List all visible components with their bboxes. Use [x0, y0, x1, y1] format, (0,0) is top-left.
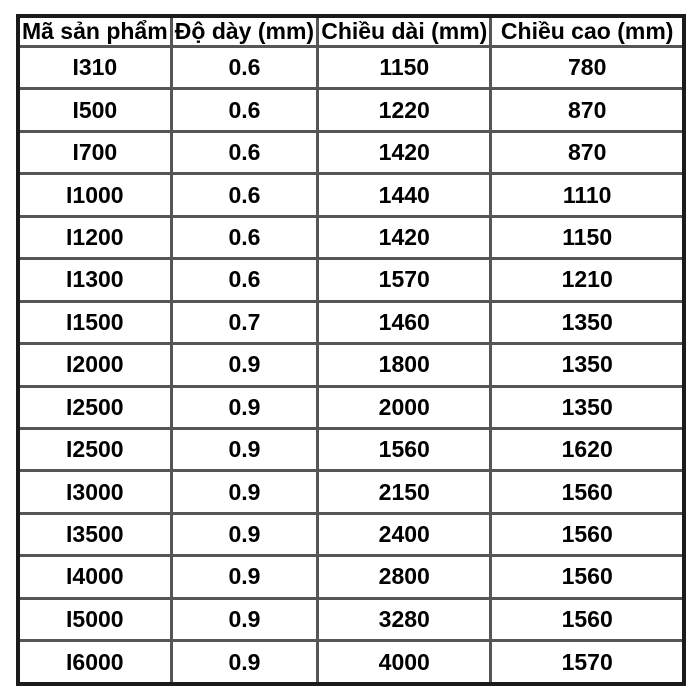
thickness-cell: 0.9 [169, 511, 320, 558]
height-cell: 1560 [489, 511, 686, 558]
length-cell: 2800 [316, 554, 493, 600]
height-cell: 1350 [489, 384, 686, 430]
product-code-cell: I6000 [16, 639, 173, 686]
thickness-cell: 0.9 [169, 554, 320, 600]
length-cell: 4000 [316, 639, 493, 686]
product-code-cell: I500 [16, 87, 173, 133]
table-row: I1300 0.6 1570 1210 [16, 257, 686, 303]
height-cell: 1570 [489, 639, 686, 686]
header-cell-product-code: Mã sản phẩm [16, 14, 173, 48]
product-spec-table: Mã sản phẩm Độ dày (mm) Chiều dài (mm) C… [16, 14, 686, 686]
length-cell: 2400 [316, 511, 493, 558]
height-cell: 1620 [489, 426, 686, 473]
table-row: I3000 0.9 2150 1560 [16, 469, 686, 515]
product-code-cell: I1500 [16, 299, 173, 346]
product-code-cell: I310 [16, 44, 173, 91]
table-row: I1000 0.6 1440 1110 [16, 172, 686, 218]
length-cell: 2000 [316, 384, 493, 430]
product-code-cell: I2500 [16, 426, 173, 473]
thickness-cell: 0.9 [169, 639, 320, 686]
length-cell: 1420 [316, 129, 493, 176]
height-cell: 1350 [489, 299, 686, 346]
table-row: I6000 0.9 4000 1570 [16, 639, 686, 686]
thickness-cell: 0.9 [169, 426, 320, 473]
header-row: Mã sản phẩm Độ dày (mm) Chiều dài (mm) C… [16, 14, 686, 48]
product-code-cell: I1300 [16, 257, 173, 303]
table-header: Mã sản phẩm Độ dày (mm) Chiều dài (mm) C… [16, 14, 686, 48]
thickness-cell: 0.6 [169, 44, 320, 91]
height-cell: 1560 [489, 554, 686, 600]
thickness-cell: 0.9 [169, 596, 320, 643]
table-row: I2000 0.9 1800 1350 [16, 342, 686, 388]
length-cell: 1420 [316, 214, 493, 261]
product-code-cell: I2000 [16, 342, 173, 388]
product-code-cell: I3000 [16, 469, 173, 515]
height-cell: 1110 [489, 172, 686, 218]
table-row: I700 0.6 1420 870 [16, 129, 686, 176]
product-code-cell: I700 [16, 129, 173, 176]
table-row: I2500 0.9 1560 1620 [16, 426, 686, 473]
thickness-cell: 0.6 [169, 172, 320, 218]
table-row: I1500 0.7 1460 1350 [16, 299, 686, 346]
table-row: I2500 0.9 2000 1350 [16, 384, 686, 430]
thickness-cell: 0.9 [169, 469, 320, 515]
product-code-cell: I1000 [16, 172, 173, 218]
table-row: I1200 0.6 1420 1150 [16, 214, 686, 261]
thickness-cell: 0.6 [169, 257, 320, 303]
thickness-cell: 0.9 [169, 342, 320, 388]
length-cell: 1800 [316, 342, 493, 388]
thickness-cell: 0.7 [169, 299, 320, 346]
table-row: I4000 0.9 2800 1560 [16, 554, 686, 600]
length-cell: 1560 [316, 426, 493, 473]
height-cell: 1210 [489, 257, 686, 303]
length-cell: 1150 [316, 44, 493, 91]
height-cell: 1560 [489, 596, 686, 643]
length-cell: 1220 [316, 87, 493, 133]
table-row: I310 0.6 1150 780 [16, 44, 686, 91]
header-cell-length: Chiều dài (mm) [316, 14, 493, 48]
product-code-cell: I3500 [16, 511, 173, 558]
height-cell: 870 [489, 129, 686, 176]
length-cell: 1570 [316, 257, 493, 303]
length-cell: 2150 [316, 469, 493, 515]
length-cell: 1440 [316, 172, 493, 218]
product-code-cell: I1200 [16, 214, 173, 261]
table-row: I500 0.6 1220 870 [16, 87, 686, 133]
height-cell: 1560 [489, 469, 686, 515]
length-cell: 1460 [316, 299, 493, 346]
height-cell: 780 [489, 44, 686, 91]
product-code-cell: I4000 [16, 554, 173, 600]
table-row: I3500 0.9 2400 1560 [16, 511, 686, 558]
header-cell-thickness: Độ dày (mm) [169, 14, 320, 48]
thickness-cell: 0.6 [169, 214, 320, 261]
thickness-cell: 0.6 [169, 87, 320, 133]
thickness-cell: 0.9 [169, 384, 320, 430]
height-cell: 870 [489, 87, 686, 133]
height-cell: 1350 [489, 342, 686, 388]
thickness-cell: 0.6 [169, 129, 320, 176]
height-cell: 1150 [489, 214, 686, 261]
table-body: I310 0.6 1150 780 I500 0.6 1220 870 I700 0.6 1420 8… [16, 44, 686, 686]
length-cell: 3280 [316, 596, 493, 643]
table-row: I5000 0.9 3280 1560 [16, 596, 686, 643]
header-cell-height: Chiều cao (mm) [489, 14, 686, 48]
product-code-cell: I2500 [16, 384, 173, 430]
product-code-cell: I5000 [16, 596, 173, 643]
